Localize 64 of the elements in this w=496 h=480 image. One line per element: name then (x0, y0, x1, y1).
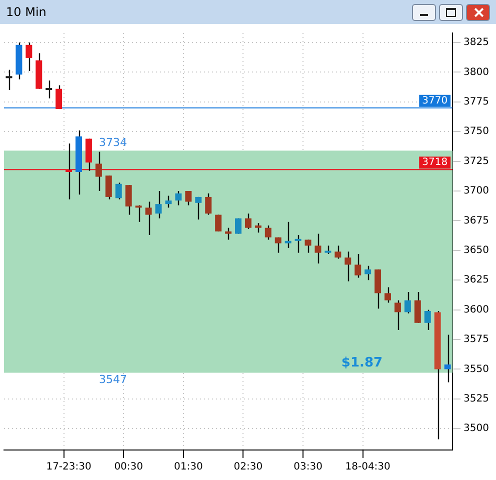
candlestick (364, 265, 372, 281)
y-tick-label: 3825 (464, 37, 490, 48)
candlestick (145, 201, 152, 236)
candlestick (185, 190, 192, 206)
candlestick (195, 196, 202, 220)
annotation: 3547 (99, 373, 127, 386)
y-tick-label: 3700 (464, 186, 490, 197)
candlestick (95, 151, 102, 192)
y-tick-label: 3675 (464, 215, 490, 226)
candlestick (334, 245, 342, 260)
candlestick (314, 233, 322, 264)
candlestick (175, 190, 182, 206)
x-tick-label: 00:30 (114, 462, 144, 473)
candlestick (304, 239, 312, 254)
candlestick (135, 204, 142, 222)
x-tick-label: 18-04:30 (345, 462, 390, 473)
candlestick (284, 221, 292, 249)
y-tick-label: 3525 (464, 394, 490, 405)
y-tick-label: 3625 (464, 274, 490, 286)
candlestick (274, 236, 282, 254)
candlestick (155, 190, 162, 219)
y-tick-label: 3725 (464, 156, 490, 167)
candlestick (384, 286, 391, 304)
y-tick-label: 3750 (464, 126, 490, 138)
candlestick (404, 291, 411, 314)
candlestick (115, 182, 122, 200)
candlestick (254, 222, 262, 234)
candlestick (56, 84, 62, 110)
candlestick (215, 214, 222, 232)
candlestick (225, 227, 232, 240)
y-tick-label: 3775 (464, 96, 490, 108)
x-tick-label: 03:30 (294, 462, 322, 473)
candlestick (205, 192, 212, 216)
candlestick (444, 334, 451, 383)
candlestick (294, 234, 302, 254)
candlestick (165, 195, 172, 208)
band-label: $1.87 (341, 356, 383, 371)
candlestick (46, 80, 52, 99)
candlestick (264, 224, 272, 240)
ref-line-label: 3718 (422, 157, 448, 168)
y-tick-label: 3600 (464, 304, 490, 316)
y-tick-label: 3575 (464, 334, 490, 346)
candlestick (354, 253, 362, 278)
x-tick-label: 17-23:30 (46, 462, 92, 473)
candlestick (374, 268, 382, 310)
candlestick (244, 212, 252, 230)
y-tick-label: 3650 (464, 245, 490, 256)
candlestick (125, 184, 132, 216)
ref-line-label: 3770 (422, 95, 448, 106)
y-tick-label: 3550 (464, 364, 490, 375)
candlestick (105, 174, 112, 200)
candlestick (424, 309, 431, 331)
chart-title: 10 Min (6, 5, 48, 19)
candlestick (26, 42, 32, 72)
candlestick (344, 251, 352, 282)
x-tick-label: 02:30 (234, 462, 263, 473)
candlestick (394, 300, 401, 331)
candlestick (414, 291, 421, 324)
annotation: 3734 (99, 136, 127, 149)
y-tick-label: 3800 (464, 66, 490, 78)
x-tick-label: 01:30 (174, 462, 203, 473)
candlestick (235, 218, 242, 234)
y-tick-label: 3500 (464, 423, 490, 434)
candlestick (6, 69, 12, 91)
